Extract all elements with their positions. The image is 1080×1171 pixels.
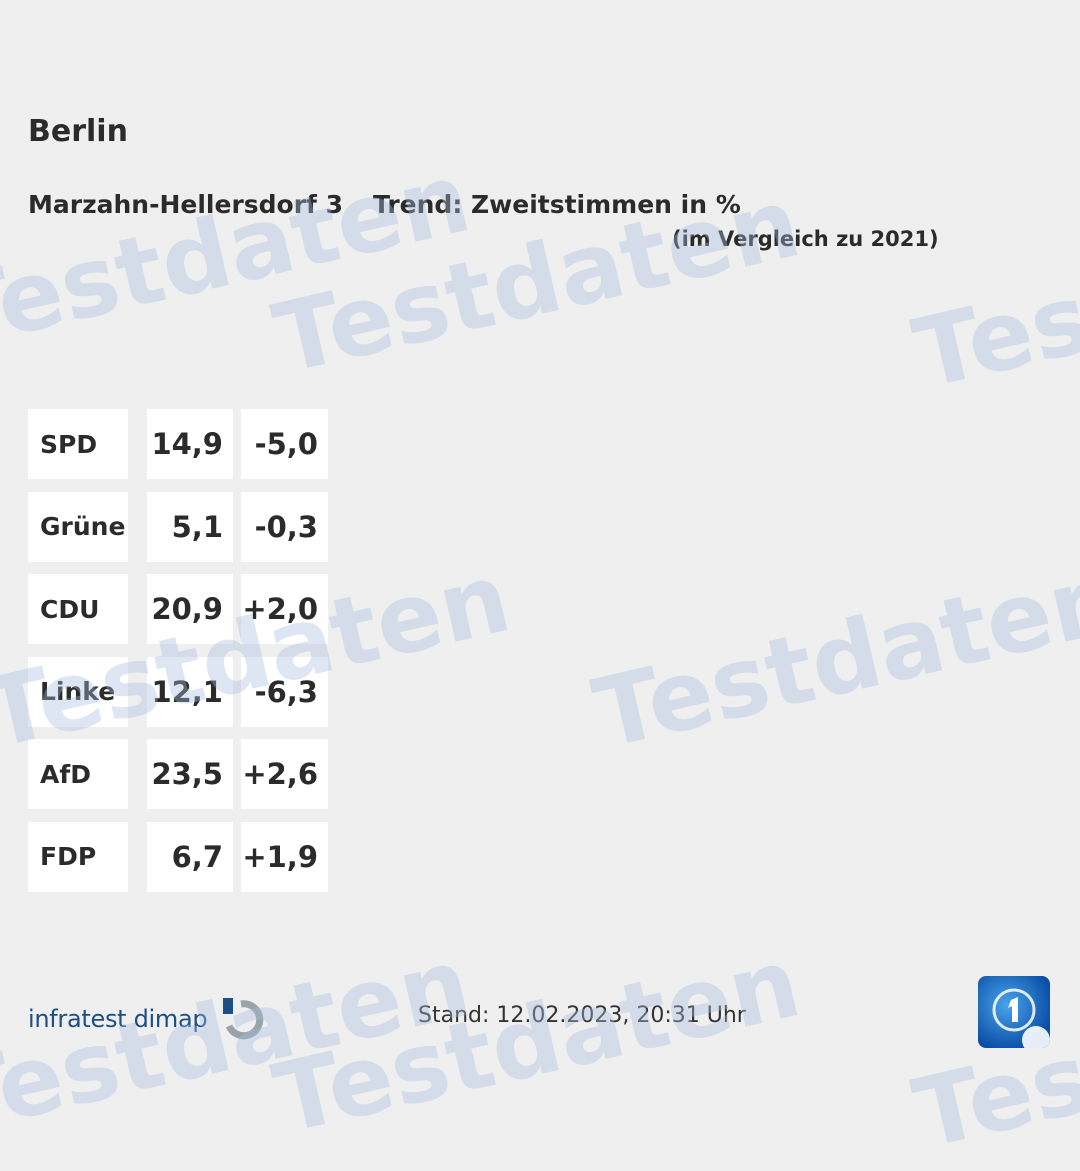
party-name: FDP	[28, 821, 128, 892]
vote-share: 6,7	[147, 821, 233, 892]
watermark: Testdaten	[584, 541, 1080, 771]
vote-change: +1,9	[241, 821, 328, 892]
watermark: Testdaten	[264, 926, 810, 1156]
infratest-dimap-logo: infratest dimap	[28, 996, 267, 1042]
page-title: Berlin	[28, 114, 128, 149]
district-name: Marzahn-Hellersdorf 3	[28, 190, 344, 219]
vote-change: +2,0	[241, 574, 328, 644]
timestamp: Stand: 12.02.2023, 20:31 Uhr	[418, 1003, 746, 1028]
chart-subtitle: Marzahn-Hellersdorf 3 Trend: Zweitstimmen…	[28, 190, 741, 219]
vote-change: +2,6	[241, 739, 328, 809]
party-name: SPD	[28, 409, 128, 479]
vote-change: -5,0	[241, 409, 328, 479]
vote-share: 14,9	[147, 409, 233, 479]
vote-change: -0,3	[241, 491, 328, 562]
trend-label: Trend: Zweitstimmen in %	[373, 190, 741, 219]
vote-share: 5,1	[147, 491, 233, 562]
watermark: Testdaten	[904, 181, 1080, 411]
vote-share: 20,9	[147, 574, 233, 644]
watermark: Testdaten	[0, 141, 480, 371]
vote-share: 23,5	[147, 739, 233, 809]
party-name: Linke	[28, 656, 128, 727]
infratest-dimap-icon	[223, 998, 264, 1040]
comparison-note: (im Vergleich zu 2021)	[672, 227, 939, 251]
party-name: CDU	[28, 574, 128, 644]
party-name: Grüne	[28, 491, 128, 562]
party-name: AfD	[28, 739, 128, 809]
vote-change: -6,3	[241, 656, 328, 727]
brand-name: infratest dimap	[28, 1005, 208, 1033]
vote-share: 12,1	[147, 656, 233, 727]
ard-1-logo-icon	[978, 976, 1050, 1048]
